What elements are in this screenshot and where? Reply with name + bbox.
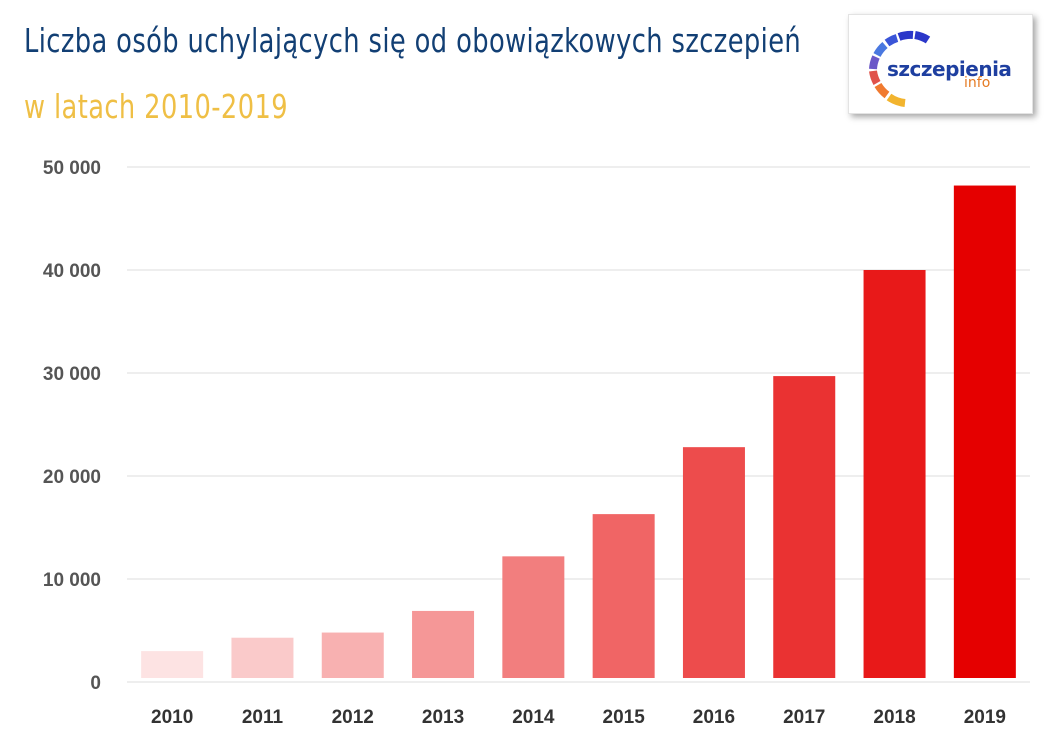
logo-ring-icon bbox=[869, 30, 931, 107]
bar-2019 bbox=[953, 185, 1016, 679]
y-axis-ticks: 0 10 000 20 000 30 000 40 000 50 000 bbox=[43, 158, 101, 694]
bar-2012 bbox=[321, 632, 384, 678]
bar-2018 bbox=[863, 270, 926, 678]
y-tick-label: 20 000 bbox=[43, 467, 101, 488]
x-tick-label: 2018 bbox=[873, 707, 915, 728]
logo-sub: info bbox=[964, 75, 991, 91]
chart-subtitle: w latach 2010-2019 bbox=[24, 87, 288, 126]
x-tick-label: 2016 bbox=[693, 707, 735, 728]
x-tick-label: 2019 bbox=[964, 707, 1006, 728]
x-tick-label: 2012 bbox=[332, 707, 374, 728]
y-tick-label: 0 bbox=[90, 673, 101, 694]
x-tick-label: 2013 bbox=[422, 707, 464, 728]
y-tick-label: 10 000 bbox=[43, 570, 101, 591]
y-tick-label: 40 000 bbox=[43, 261, 101, 282]
x-tick-label: 2014 bbox=[512, 707, 555, 728]
bar-2015 bbox=[592, 514, 655, 678]
logo: szczepienia info bbox=[848, 14, 1033, 114]
bar-2017 bbox=[773, 376, 836, 678]
x-axis-ticks: 2010 2011 2012 2013 2014 2015 2016 2017 2018 2019 bbox=[151, 707, 1006, 728]
bar-2013 bbox=[412, 610, 475, 678]
y-tick-label: 50 000 bbox=[43, 158, 101, 179]
bar-2010 bbox=[141, 651, 204, 678]
bar-2016 bbox=[682, 447, 745, 678]
bar-2011 bbox=[231, 637, 294, 678]
y-tick-label: 30 000 bbox=[43, 364, 101, 385]
x-tick-label: 2010 bbox=[151, 707, 193, 728]
logo-name: szczepienia bbox=[887, 57, 1012, 81]
x-tick-label: 2015 bbox=[603, 707, 646, 728]
chart-title: Liczba osób uchylających się od obowiązk… bbox=[24, 21, 802, 60]
bars bbox=[141, 185, 1016, 679]
x-tick-label: 2011 bbox=[242, 707, 284, 728]
x-tick-label: 2017 bbox=[783, 707, 825, 728]
bar-2014 bbox=[502, 556, 565, 678]
